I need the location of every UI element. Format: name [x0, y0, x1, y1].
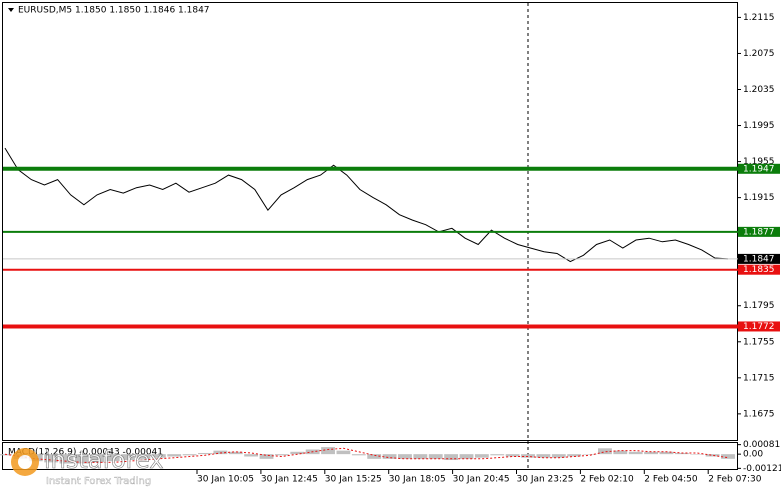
macd-bar	[474, 454, 489, 458]
macd-bar	[428, 454, 443, 459]
macd-bar	[136, 454, 151, 459]
macd-bar	[674, 452, 689, 455]
macd-bar	[567, 454, 582, 457]
macd-bar	[290, 451, 305, 455]
macd-bar	[413, 454, 428, 459]
macd-bar	[213, 450, 228, 455]
y-tick-label: 1.2035	[743, 85, 775, 95]
x-tick-label: 30 Jan 10:05	[197, 475, 254, 485]
main-frame	[2, 2, 738, 441]
x-tick-label: 30 Jan 15:25	[325, 475, 382, 485]
y-tick-label: 1.1915	[743, 193, 775, 203]
macd-bar	[121, 454, 135, 461]
macd-bar	[244, 454, 259, 457]
level-label: 1.1877	[743, 227, 775, 237]
last-price-label: 1.1847	[743, 254, 775, 264]
level-label-box	[738, 226, 780, 237]
macd-bar	[628, 451, 643, 455]
macd-bar	[321, 447, 335, 455]
x-tick-label: 30 Jan 12:45	[261, 475, 318, 485]
signal-line	[4, 447, 729, 463]
macd-bar	[351, 454, 366, 456]
macd-bar	[182, 454, 197, 456]
level-label-box	[738, 163, 780, 174]
macd-bar	[690, 454, 705, 455]
macd-bar	[490, 454, 505, 456]
y-tick-label: -0.00121	[743, 464, 781, 474]
last-price-box	[738, 253, 780, 264]
macd-bar	[598, 448, 612, 455]
macd-bar	[582, 454, 597, 455]
macd-bar	[398, 454, 412, 459]
macd-bar	[336, 450, 351, 455]
macd-bar	[536, 454, 551, 458]
x-tick-label: 30 Jan 18:05	[389, 475, 446, 485]
y-tick-label: 1.1795	[743, 301, 775, 311]
level-label: 1.1947	[743, 164, 775, 174]
y-tick-label: 1.2115	[743, 13, 775, 23]
level-label: 1.1835	[743, 265, 775, 275]
macd-bar	[259, 454, 274, 459]
logo-brand: instaforex	[44, 446, 164, 474]
y-tick-label: 1.1995	[743, 121, 775, 131]
x-tick-label: 2 Feb 04:50	[644, 475, 698, 485]
macd-bar	[505, 454, 520, 457]
macd-bar	[167, 454, 182, 457]
y-tick-label: 1.1755	[743, 337, 775, 347]
macd-bar	[59, 454, 74, 464]
y-tick-label: 1.1955	[743, 157, 775, 167]
macd-bar	[274, 454, 289, 456]
macd-bar	[613, 450, 628, 455]
macd-bar	[74, 454, 89, 464]
macd-bar	[228, 451, 243, 455]
logo: instaforex Instant Forex Trading	[11, 446, 164, 487]
y-tick-label: 1.1675	[743, 409, 775, 419]
level-label-box	[738, 264, 780, 275]
macd-bar	[521, 454, 535, 458]
macd-bar	[105, 454, 120, 462]
macd-title: MACD(12,26,9) -0.00043 -0.00041	[8, 448, 163, 458]
macd-bar	[90, 454, 105, 463]
macd-bar	[659, 451, 674, 455]
macd-bar	[367, 454, 382, 459]
level-label-box	[738, 321, 780, 332]
logo-tagline: Instant Forex Trading	[46, 476, 151, 487]
y-tick-label: 0.00081	[743, 440, 780, 450]
level-label: 1.1772	[743, 322, 775, 332]
price-line	[4, 147, 729, 263]
macd-frame	[2, 442, 738, 470]
menu-arrow	[8, 8, 14, 12]
y-tick-label: 1.2075	[743, 49, 775, 59]
macd-bar	[151, 454, 166, 458]
x-tick-label: 2 Feb 07:30	[708, 475, 762, 485]
y-tick-label: 1.1715	[743, 373, 775, 383]
chart-title: EURUSD,M5 1.1850 1.1850 1.1846 1.1847	[18, 6, 210, 16]
macd-bar	[705, 454, 720, 457]
macd-bar	[382, 454, 397, 459]
y-tick-label: 0.00	[743, 450, 763, 460]
macd-bar	[721, 454, 735, 459]
macd-bar	[444, 454, 459, 461]
macd-bar	[459, 454, 474, 459]
x-tick-label: 30 Jan 20:45	[453, 475, 510, 485]
macd-bar	[44, 454, 59, 463]
x-tick-label: 2 Feb 02:10	[580, 475, 634, 485]
logo-emblem-center	[18, 455, 32, 469]
macd-bar	[198, 452, 212, 455]
x-tick-label: 30 Jan 23:25	[517, 475, 574, 485]
macd-bar	[644, 451, 659, 455]
macd-bar	[551, 454, 566, 458]
